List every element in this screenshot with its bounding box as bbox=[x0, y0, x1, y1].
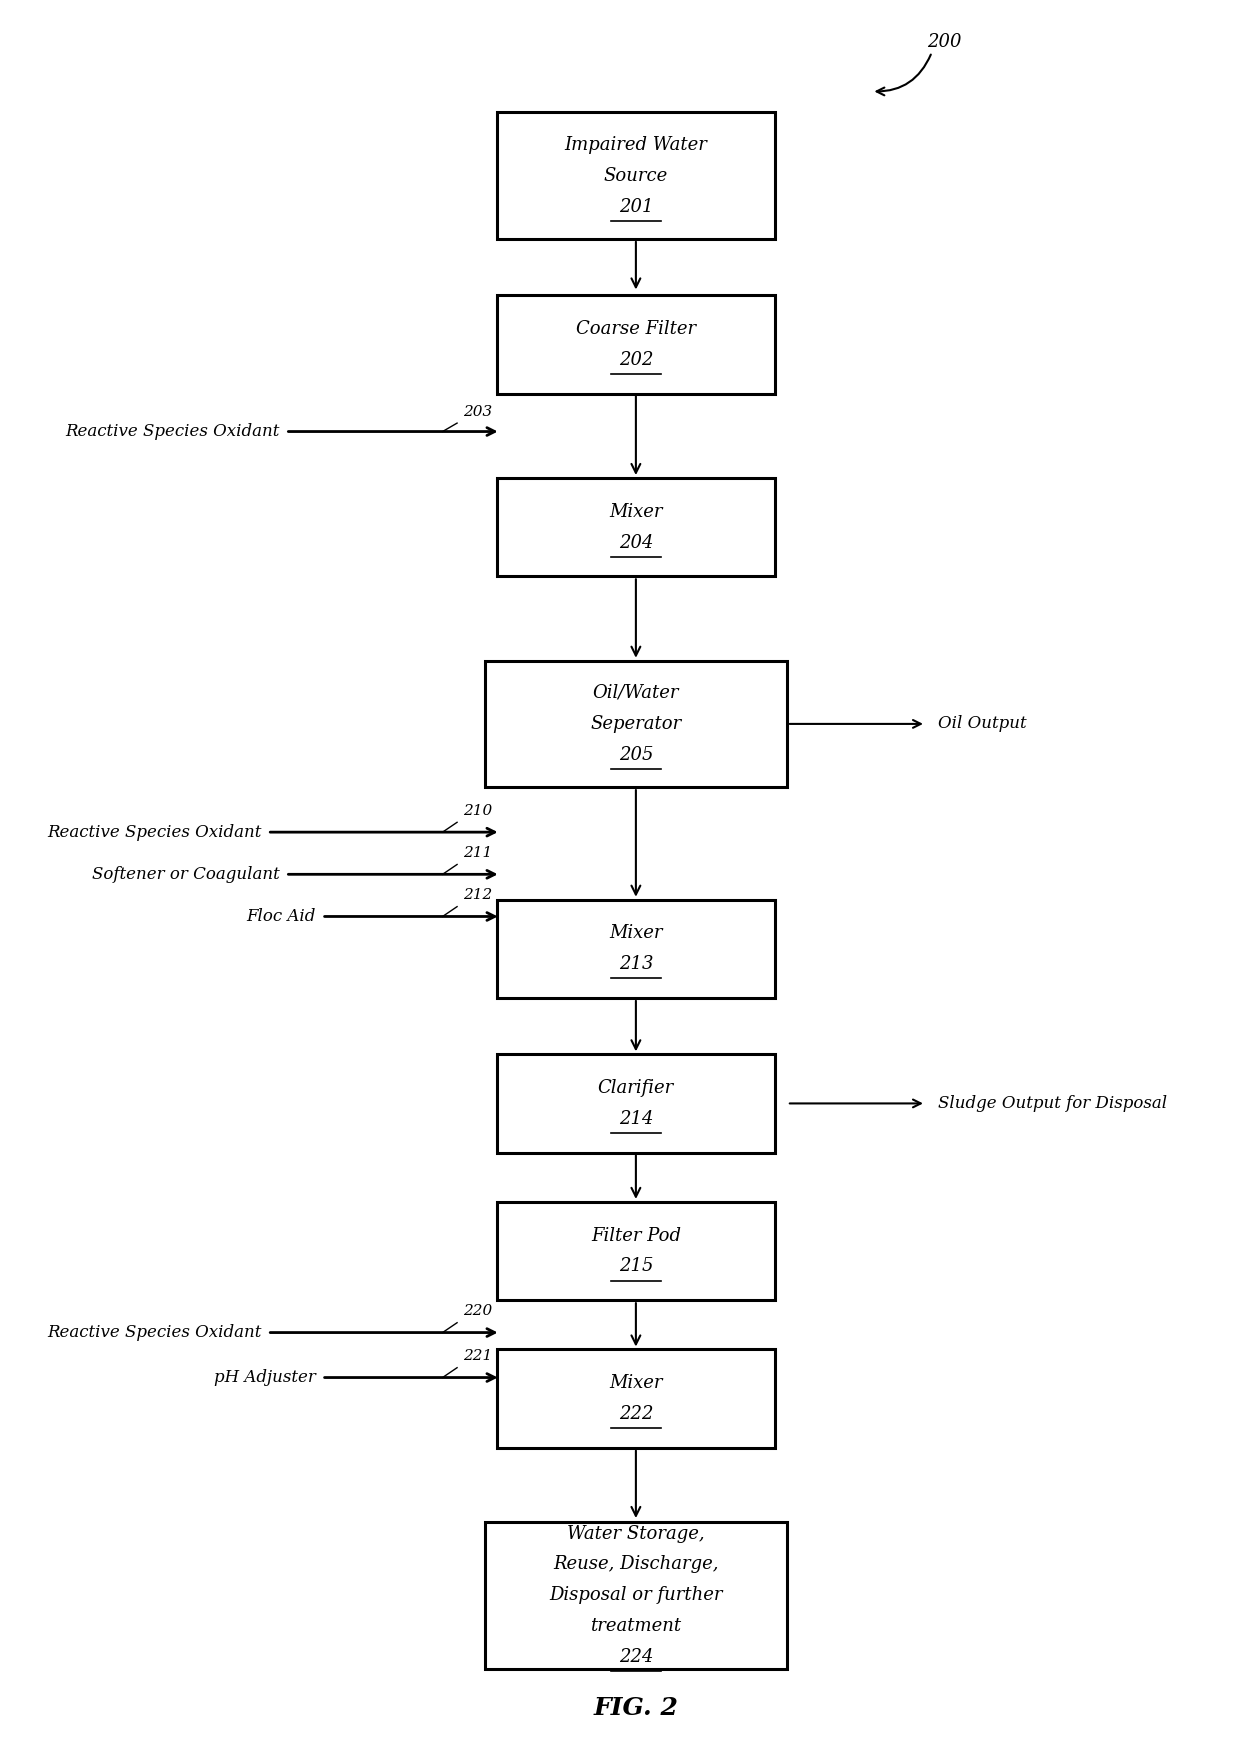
FancyBboxPatch shape bbox=[497, 1349, 775, 1448]
FancyBboxPatch shape bbox=[497, 899, 775, 999]
Text: Filter Pod: Filter Pod bbox=[591, 1227, 681, 1245]
Text: 201: 201 bbox=[619, 197, 653, 216]
Text: Clarifier: Clarifier bbox=[598, 1079, 675, 1096]
Text: FIG. 2: FIG. 2 bbox=[594, 1696, 678, 1720]
Text: Reactive Species Oxidant: Reactive Species Oxidant bbox=[64, 424, 279, 439]
Text: 215: 215 bbox=[619, 1257, 653, 1276]
Text: Reactive Species Oxidant: Reactive Species Oxidant bbox=[47, 824, 262, 840]
FancyBboxPatch shape bbox=[485, 1522, 787, 1670]
Text: 221: 221 bbox=[463, 1349, 492, 1363]
Text: 203: 203 bbox=[463, 404, 492, 418]
Text: Disposal or further: Disposal or further bbox=[549, 1586, 723, 1604]
FancyBboxPatch shape bbox=[497, 295, 775, 394]
Text: Coarse Filter: Coarse Filter bbox=[575, 321, 696, 338]
Text: Mixer: Mixer bbox=[609, 1373, 662, 1393]
Text: Softener or Coagulant: Softener or Coagulant bbox=[92, 866, 279, 882]
Text: 200: 200 bbox=[926, 33, 961, 51]
Text: Reactive Species Oxidant: Reactive Species Oxidant bbox=[47, 1325, 262, 1340]
Text: 210: 210 bbox=[463, 804, 492, 817]
Text: 204: 204 bbox=[619, 533, 653, 551]
Text: 224: 224 bbox=[619, 1649, 653, 1666]
Text: 202: 202 bbox=[619, 350, 653, 370]
FancyBboxPatch shape bbox=[497, 1203, 775, 1300]
Text: Impaired Water: Impaired Water bbox=[564, 136, 707, 153]
FancyBboxPatch shape bbox=[497, 1055, 775, 1152]
Text: 205: 205 bbox=[619, 746, 653, 763]
Text: Oil Output: Oil Output bbox=[937, 715, 1027, 732]
Text: 212: 212 bbox=[463, 889, 492, 903]
Text: 211: 211 bbox=[463, 847, 492, 861]
Text: 220: 220 bbox=[463, 1304, 492, 1318]
Text: pH Adjuster: pH Adjuster bbox=[213, 1368, 316, 1386]
Text: treatment: treatment bbox=[590, 1618, 682, 1635]
Text: Sludge Output for Disposal: Sludge Output for Disposal bbox=[937, 1095, 1167, 1112]
FancyBboxPatch shape bbox=[485, 661, 787, 788]
FancyArrowPatch shape bbox=[877, 54, 931, 96]
Text: 222: 222 bbox=[619, 1405, 653, 1422]
Text: Oil/Water: Oil/Water bbox=[593, 683, 680, 702]
Text: Source: Source bbox=[604, 167, 668, 185]
Text: 214: 214 bbox=[619, 1110, 653, 1128]
Text: Mixer: Mixer bbox=[609, 924, 662, 943]
FancyBboxPatch shape bbox=[497, 113, 775, 239]
Text: Seperator: Seperator bbox=[590, 715, 682, 732]
Text: Reuse, Discharge,: Reuse, Discharge, bbox=[553, 1555, 719, 1574]
Text: Mixer: Mixer bbox=[609, 502, 662, 521]
Text: 213: 213 bbox=[619, 955, 653, 973]
Text: Water Storage,: Water Storage, bbox=[567, 1525, 704, 1543]
FancyBboxPatch shape bbox=[497, 478, 775, 577]
Text: Floc Aid: Floc Aid bbox=[247, 908, 316, 926]
